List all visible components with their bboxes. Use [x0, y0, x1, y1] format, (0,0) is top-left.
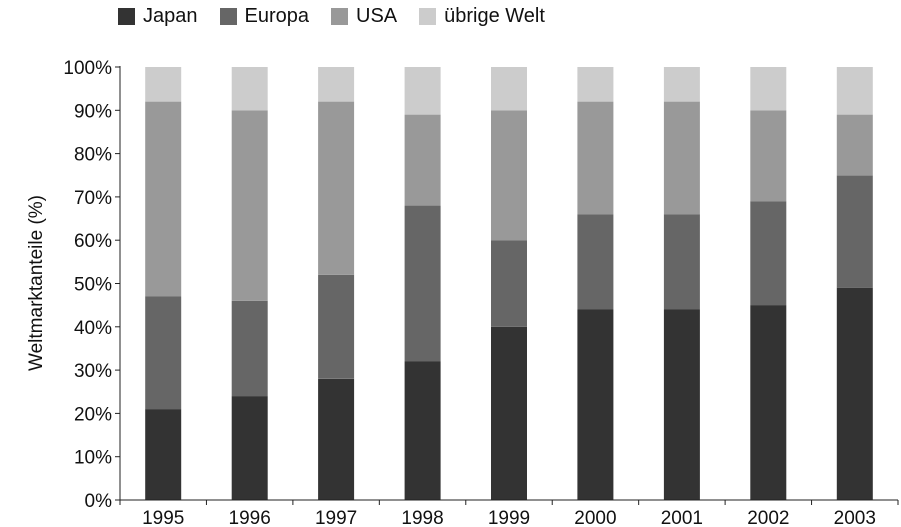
- x-tick-label-2003: 2003: [834, 508, 876, 527]
- legend-label-japan: Japan: [143, 5, 198, 27]
- y-tick-label-9: 90%: [74, 101, 112, 122]
- bar-1996-usa: [231, 110, 268, 301]
- y-tick-label-10: 100%: [63, 58, 112, 79]
- bar-1996--brige-welt: [231, 67, 268, 111]
- bar-1997-europa: [318, 274, 355, 379]
- bar-1998-japan: [404, 361, 441, 500]
- legend-item-usa: USA: [331, 5, 397, 28]
- y-tick-label-1: 10%: [74, 448, 112, 469]
- bar-1997-japan: [318, 378, 355, 500]
- bar-1995--brige-welt: [145, 67, 182, 102]
- bar-2002--brige-welt: [750, 67, 787, 111]
- axes-layer: 0% 10% 20% 30% 40% 50% 60% 70% 80% 90% 100% 1995 199…: [63, 58, 899, 527]
- bar-2001-europa: [663, 214, 700, 310]
- legend-swatch-japan: [118, 8, 135, 25]
- bar-1995-usa: [145, 101, 182, 297]
- x-tick-label-2001: 2001: [661, 508, 703, 527]
- bar-2002-japan: [750, 305, 787, 500]
- y-tick-label-6: 60%: [74, 231, 112, 252]
- legend-label-europa: Europa: [244, 5, 310, 27]
- bar-2001--brige-welt: [663, 67, 700, 102]
- bar-2001-japan: [663, 309, 700, 500]
- bar-1999--brige-welt: [491, 67, 527, 111]
- bar-2003-usa: [836, 114, 873, 176]
- bar-2003-japan: [836, 287, 873, 500]
- bar-1995-japan: [145, 409, 182, 500]
- y-tick-label-7: 70%: [74, 188, 112, 209]
- bar-1999-japan: [491, 326, 527, 500]
- bar-1997-usa: [318, 101, 355, 275]
- bar-1997--brige-welt: [318, 67, 355, 102]
- legend-label-uebrige-welt: übrige Welt: [444, 5, 545, 27]
- bar-1995-europa: [145, 296, 182, 410]
- bars-layer: [145, 67, 873, 500]
- y-tick-label-5: 50%: [74, 275, 112, 296]
- y-tick-label-4: 40%: [74, 318, 112, 339]
- chart-legend: Japan Europa USA übrige Welt: [118, 5, 567, 28]
- bar-1996-europa: [231, 300, 268, 397]
- legend-swatch-europa: [219, 8, 237, 25]
- bar-2000-usa: [577, 101, 614, 215]
- legend-swatch-usa: [331, 8, 348, 25]
- bar-2000-europa: [577, 214, 614, 310]
- legend-item-europa: Europa: [219, 5, 310, 28]
- bar-1998--brige-welt: [404, 67, 441, 115]
- bar-2001-usa: [663, 101, 700, 215]
- bar-2002-europa: [750, 201, 787, 306]
- x-tick-label-1998: 1998: [401, 508, 443, 527]
- legend-swatch-uebrige-welt: [419, 8, 437, 25]
- x-tick-label-1997: 1997: [315, 508, 357, 527]
- bar-1996-japan: [231, 396, 268, 500]
- x-tick-label-2000: 2000: [574, 508, 616, 527]
- bar-1998-usa: [404, 114, 441, 206]
- y-tick-label-3: 30%: [74, 361, 112, 382]
- y-tick-label-8: 80%: [74, 145, 112, 166]
- legend-item-uebrige-welt: übrige Welt: [419, 5, 545, 28]
- bar-2003--brige-welt: [836, 67, 873, 115]
- x-tick-label-1999: 1999: [488, 508, 530, 527]
- x-tick-label-1996: 1996: [229, 508, 271, 527]
- bar-2000--brige-welt: [577, 67, 614, 102]
- bar-1999-europa: [491, 240, 527, 327]
- legend-label-usa: USA: [356, 5, 398, 27]
- y-tick-label-0: 0%: [85, 491, 113, 512]
- legend-item-japan: Japan: [118, 5, 198, 28]
- bar-1999-usa: [491, 110, 527, 241]
- bar-2003-europa: [836, 175, 873, 288]
- bar-1998-europa: [404, 205, 441, 362]
- y-axis-label: Weltmarktanteile (%): [26, 195, 47, 371]
- bar-2002-usa: [750, 110, 787, 202]
- bar-2000-japan: [577, 309, 614, 500]
- x-tick-label-2002: 2002: [747, 508, 789, 527]
- y-tick-label-2: 20%: [74, 404, 112, 425]
- x-tick-label-1995: 1995: [142, 508, 184, 527]
